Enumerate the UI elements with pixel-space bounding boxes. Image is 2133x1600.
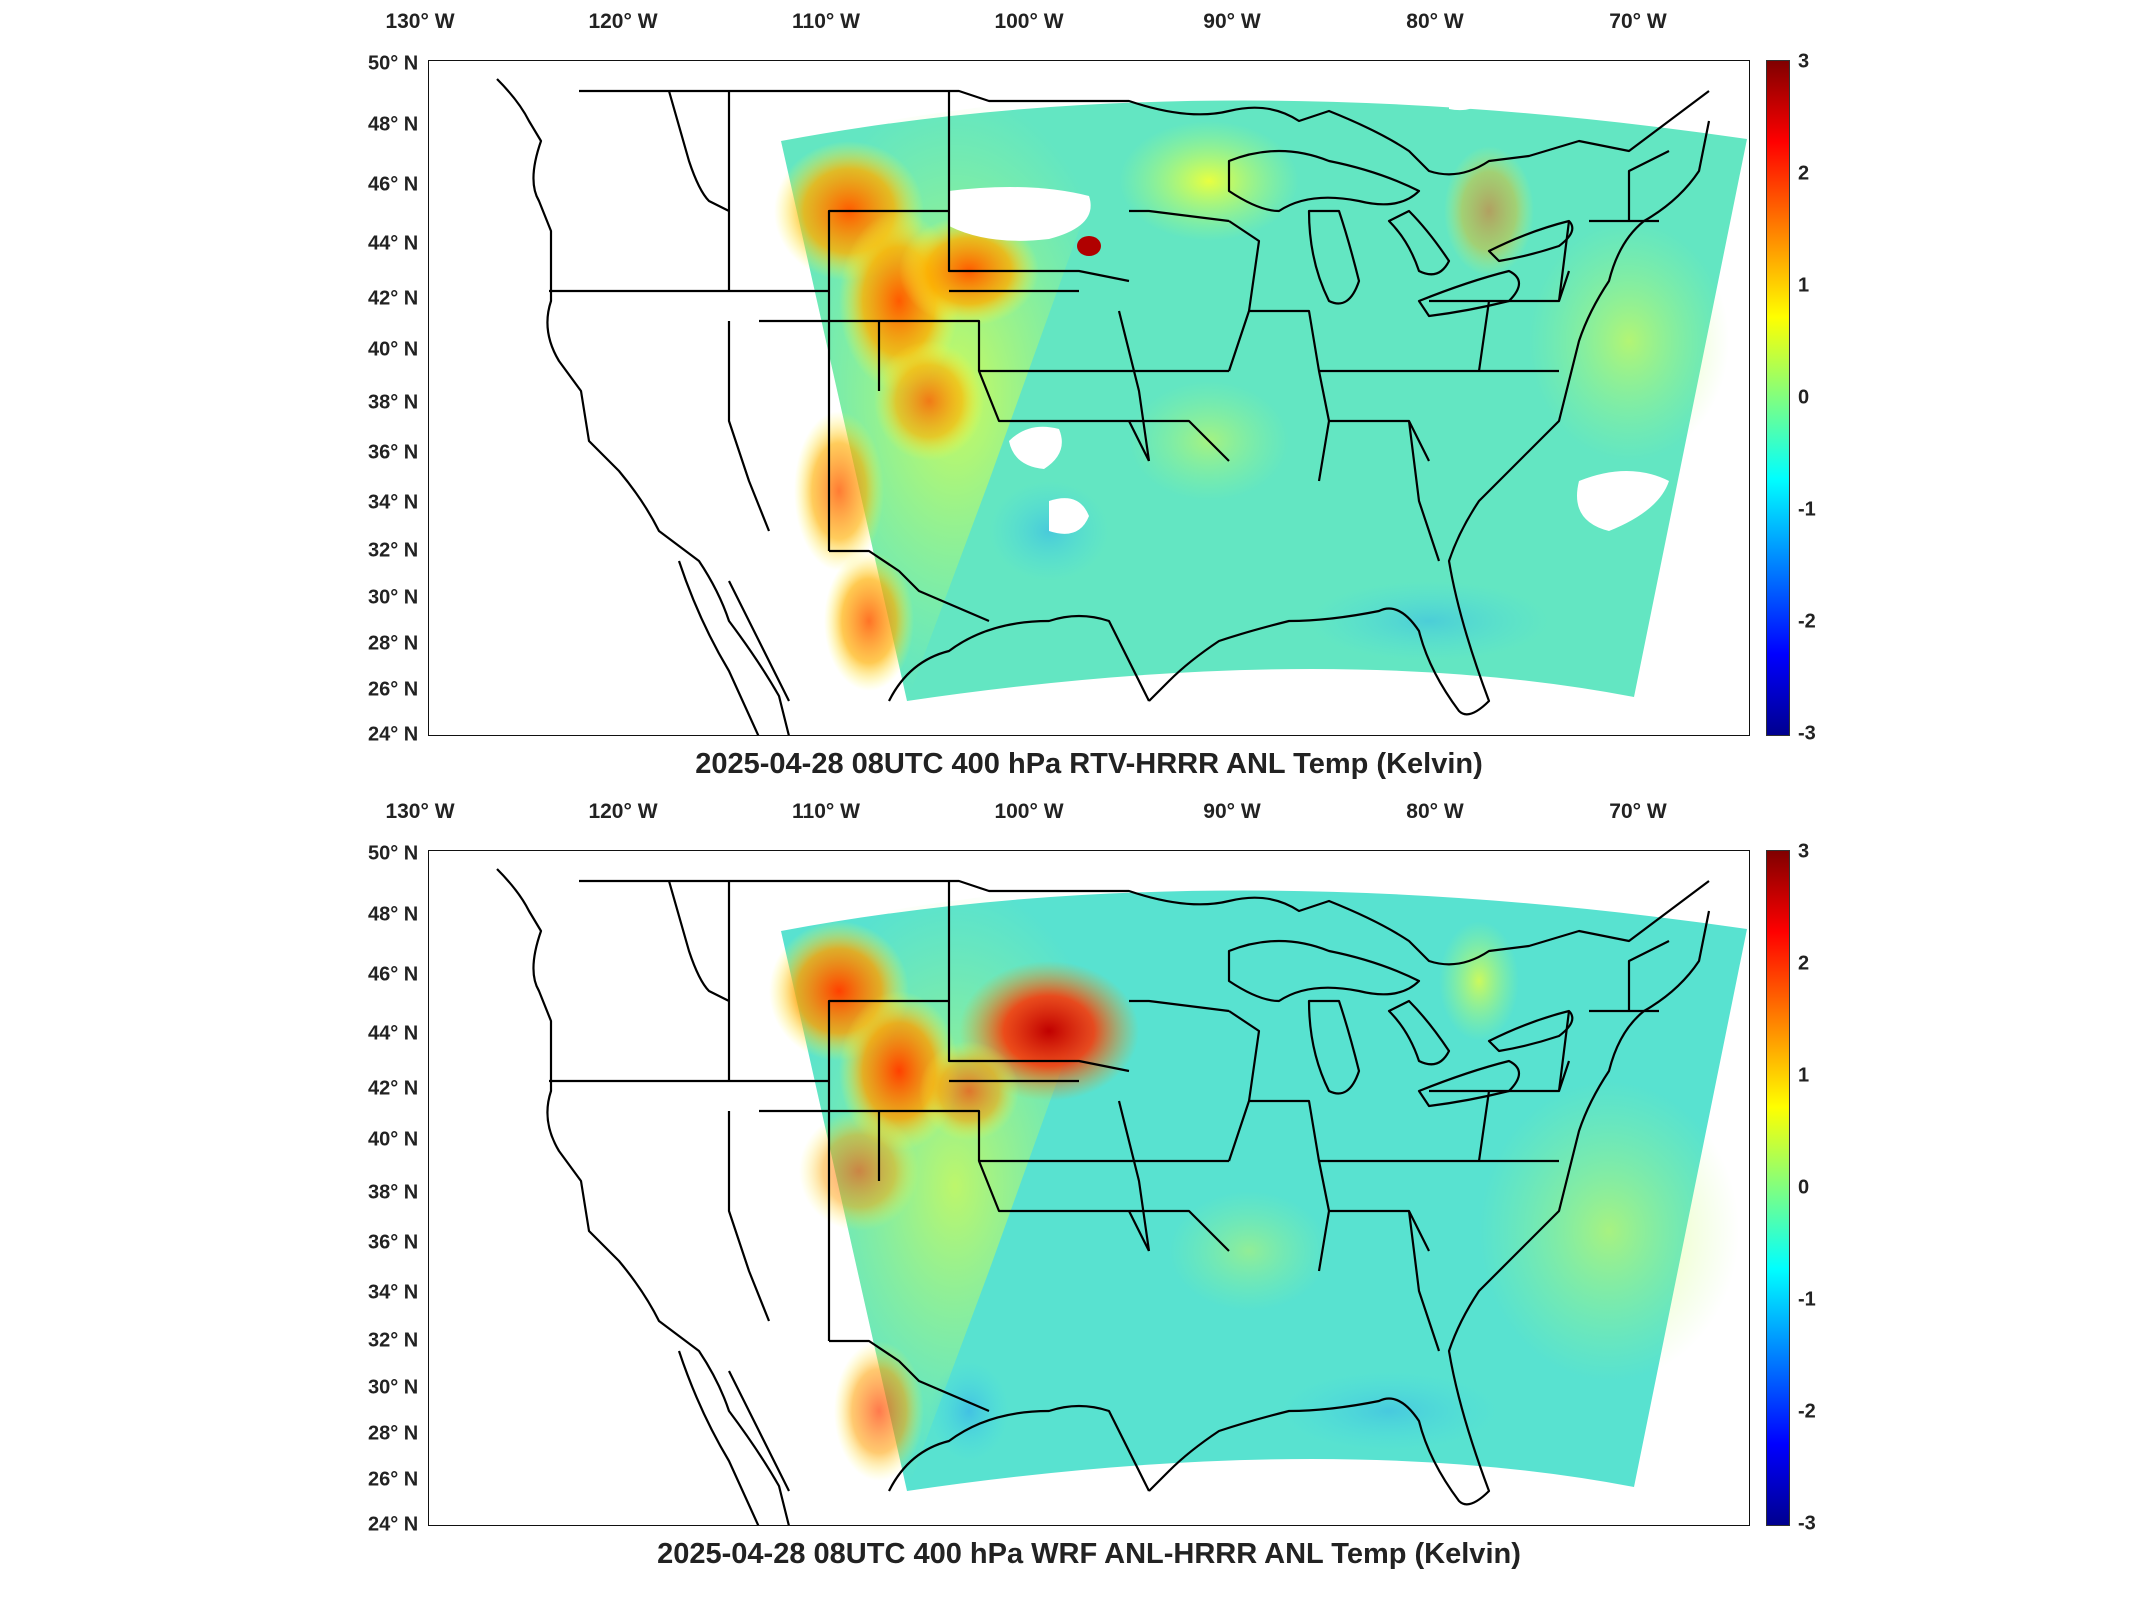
colorbar-tick: 3 bbox=[1798, 840, 1810, 863]
lon-label: 100° W bbox=[994, 800, 1064, 823]
lat-label: 46° N bbox=[368, 173, 419, 196]
lon-label: 70° W bbox=[1609, 800, 1667, 823]
lat-label: 36° N bbox=[368, 1231, 419, 1254]
missing-data-area bbox=[1009, 426, 1062, 469]
lat-label: 24° N bbox=[368, 1513, 419, 1536]
lat-label: 38° N bbox=[368, 1181, 419, 1204]
lon-label: 100° W bbox=[994, 10, 1064, 33]
state-borders bbox=[549, 90, 1670, 623]
east-coastline bbox=[1148, 120, 1711, 716]
east-coastline bbox=[1148, 910, 1711, 1506]
lon-label: 110° W bbox=[792, 10, 860, 33]
great-lakes bbox=[1227, 939, 1574, 1108]
lat-label: 50° N bbox=[368, 52, 419, 75]
lon-label: 90° W bbox=[1203, 10, 1261, 33]
great-lakes bbox=[1227, 149, 1574, 318]
colorbar-tick: -1 bbox=[1798, 1288, 1816, 1311]
lon-label: 80° W bbox=[1406, 10, 1464, 33]
map-plot-area bbox=[428, 850, 1750, 1526]
baja-peninsula bbox=[677, 1350, 790, 1525]
lat-label: 30° N bbox=[368, 586, 419, 609]
colorbar-tick: 2 bbox=[1798, 952, 1810, 975]
plot-title: 2025-04-28 08UTC 400 hPa WRF ANL-HRRR AN… bbox=[657, 1538, 1521, 1570]
colorbar-tick: 1 bbox=[1798, 274, 1810, 297]
colorbar-tick: 0 bbox=[1798, 386, 1810, 409]
map-plot-area bbox=[428, 60, 1750, 736]
lon-label: 120° W bbox=[588, 800, 658, 823]
west-coastline bbox=[496, 78, 790, 735]
lon-label: 130° W bbox=[385, 10, 455, 33]
lat-label: 40° N bbox=[368, 338, 419, 361]
gulf-coastline bbox=[888, 614, 1150, 702]
lat-label: 30° N bbox=[368, 1376, 419, 1399]
colorbar-tick: 2 bbox=[1798, 162, 1810, 185]
lon-label: 110° W bbox=[792, 800, 860, 823]
lat-label: 34° N bbox=[368, 1281, 419, 1304]
colorbar-tick: 3 bbox=[1798, 50, 1810, 73]
lat-label: 50° N bbox=[368, 842, 419, 865]
colorbar-tick: -3 bbox=[1798, 1512, 1816, 1535]
lat-label: 34° N bbox=[368, 491, 419, 514]
lon-label: 90° W bbox=[1203, 800, 1261, 823]
missing-data-area bbox=[1577, 471, 1669, 531]
lon-label: 130° W bbox=[385, 800, 455, 823]
lat-label: 28° N bbox=[368, 1422, 419, 1445]
lat-label: 32° N bbox=[368, 1329, 419, 1352]
lat-label: 42° N bbox=[368, 1077, 419, 1100]
missing-data-area bbox=[1449, 94, 1481, 111]
missing-data-area bbox=[949, 187, 1091, 241]
plot-title: 2025-04-28 08UTC 400 hPa RTV-HRRR ANL Te… bbox=[695, 748, 1483, 780]
lon-label: 120° W bbox=[588, 10, 658, 33]
lat-label: 38° N bbox=[368, 391, 419, 414]
lat-label: 44° N bbox=[368, 232, 419, 255]
colorbar bbox=[1766, 60, 1790, 736]
colorbar-tick: -3 bbox=[1798, 722, 1816, 745]
lat-label: 46° N bbox=[368, 963, 419, 986]
top-map-panel: 130° W 120° W 110° W 100° W 90° W 80° W … bbox=[0, 0, 2133, 790]
state-borders bbox=[549, 880, 1670, 1413]
colorbar-tick: -1 bbox=[1798, 498, 1816, 521]
lat-label: 26° N bbox=[368, 1468, 419, 1491]
gulf-coastline bbox=[888, 1404, 1150, 1492]
lon-label: 70° W bbox=[1609, 10, 1667, 33]
lat-label: 32° N bbox=[368, 539, 419, 562]
map-canvas bbox=[496, 868, 1747, 1525]
lat-label: 40° N bbox=[368, 1128, 419, 1151]
canada-border bbox=[579, 879, 1710, 966]
lat-label: 26° N bbox=[368, 678, 419, 701]
lat-label: 48° N bbox=[368, 113, 419, 136]
colorbar bbox=[1766, 850, 1790, 1526]
colorbar-tick: 1 bbox=[1798, 1064, 1810, 1087]
west-coastline bbox=[496, 868, 790, 1525]
missing-data-area bbox=[1049, 498, 1089, 534]
baja-peninsula bbox=[677, 560, 790, 735]
lat-label: 44° N bbox=[368, 1022, 419, 1045]
colorbar-tick: 0 bbox=[1798, 1176, 1810, 1199]
lat-label: 42° N bbox=[368, 287, 419, 310]
canada-border bbox=[579, 89, 1710, 176]
lon-label: 80° W bbox=[1406, 800, 1464, 823]
colorbar-tick: -2 bbox=[1798, 1400, 1816, 1423]
colorbar-tick: -2 bbox=[1798, 610, 1816, 633]
lat-label: 48° N bbox=[368, 903, 419, 926]
lat-label: 24° N bbox=[368, 723, 419, 746]
lat-label: 36° N bbox=[368, 441, 419, 464]
map-canvas bbox=[496, 78, 1747, 735]
bottom-map-panel: 130° W 120° W 110° W 100° W 90° W 80° W … bbox=[0, 790, 2133, 1580]
lat-label: 28° N bbox=[368, 632, 419, 655]
